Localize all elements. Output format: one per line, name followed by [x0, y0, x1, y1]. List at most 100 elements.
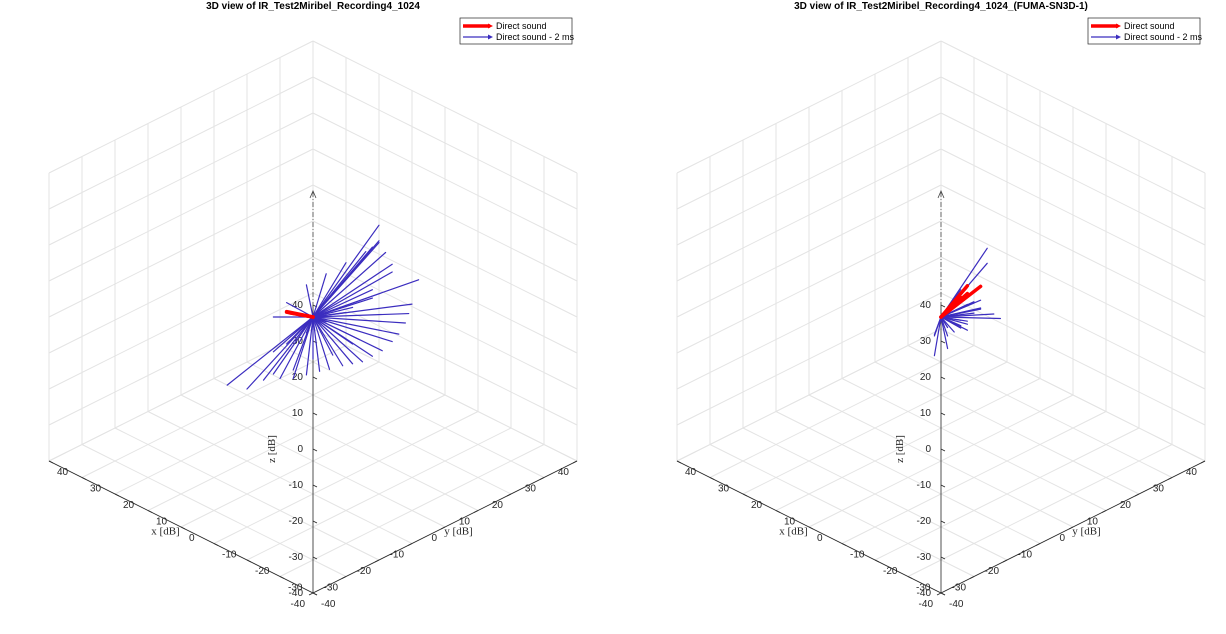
y-tick-label: 30 — [525, 484, 537, 495]
direct-sound-2ms-vector — [312, 279, 420, 318]
direct-sound-2ms-vector — [312, 316, 344, 367]
series-direct-sound — [939, 284, 983, 319]
y-tick-mark — [1167, 477, 1173, 480]
y-tick-mark — [936, 592, 942, 596]
chart-3d-right: -40-40 -40-30-30-30-20-20-20-10-10-100001… — [676, 1, 1206, 610]
direct-sound-2ms-vector — [940, 316, 949, 350]
z-tick-mark — [312, 556, 318, 560]
x-tick-label: 0 — [817, 533, 823, 544]
x-tick-mark — [841, 543, 847, 546]
grid-line — [940, 328, 1206, 462]
z-tick-label: -10 — [289, 480, 304, 491]
legend-label: Direct sound — [496, 21, 547, 31]
direct-sound-2ms-vector — [312, 263, 393, 318]
z-tick-label: -20 — [917, 516, 932, 527]
direct-sound-2ms-vector — [312, 271, 393, 318]
grid-line — [213, 378, 479, 511]
legend-arrowhead — [488, 23, 493, 29]
x-tick-mark — [676, 460, 682, 464]
y-tick-label: -10 — [1018, 550, 1033, 561]
x-tick-mark — [180, 526, 186, 530]
reference-arrow-head — [309, 189, 317, 199]
z-tick-mark — [940, 412, 946, 416]
grid-line — [709, 345, 975, 478]
legend-arrowhead — [488, 34, 493, 40]
z-tick-label: -30 — [289, 552, 304, 563]
direct-sound-2ms-vector — [312, 316, 334, 356]
chart-3d-left: -40-40 -40-30-30-30-20-20-20-10-10-100001… — [48, 1, 578, 610]
z-tick-label: -30 — [917, 552, 932, 563]
direct-sound-2ms-vector — [312, 316, 354, 365]
x-tick-label: -30 — [288, 583, 303, 594]
direct-sound-2ms-vector — [246, 316, 314, 390]
legend-label: Direct sound - 2 ms — [1124, 32, 1203, 42]
x-tick-label: -40 — [321, 599, 336, 610]
z-tick-label: 30 — [292, 336, 304, 347]
y-axis-label: y [dB] — [444, 525, 472, 537]
legend-box — [1087, 17, 1201, 45]
direct-sound-2ms-vector — [305, 316, 314, 376]
grid-line — [246, 361, 512, 495]
z-tick-label: 20 — [292, 372, 304, 383]
y-tick-mark — [473, 510, 479, 513]
direct-sound-2ms-vector — [933, 316, 942, 357]
grid-line — [907, 345, 1173, 478]
direct-sound-2ms-vector — [312, 316, 331, 370]
direct-sound-2ms-vector — [940, 316, 949, 329]
grid-line — [841, 378, 1107, 511]
direct-sound-vector — [939, 284, 970, 319]
grid-line — [279, 345, 545, 478]
y-tick-label: 20 — [492, 500, 504, 511]
x-axis-label: x [dB] — [779, 525, 807, 537]
x-tick-mark — [808, 526, 814, 530]
grid-line — [676, 148, 942, 282]
grid-line — [147, 378, 413, 511]
z-tick-label: 20 — [920, 372, 932, 383]
direct-sound-2ms-vector — [312, 316, 393, 343]
x-tick-mark — [48, 460, 54, 464]
z-tick-label: 30 — [920, 336, 932, 347]
grid-line — [676, 76, 942, 210]
direct-sound-2ms-vector — [312, 251, 387, 318]
grid-line — [312, 76, 578, 210]
direct-sound-2ms-vector — [312, 316, 364, 363]
y-tick-mark — [1002, 559, 1008, 563]
direct-sound-2ms-vector — [312, 312, 410, 318]
x-tick-mark — [312, 592, 318, 596]
y-tick-mark — [374, 559, 380, 563]
grid-line — [312, 40, 578, 174]
grid-line — [742, 361, 1008, 495]
direct-sound-2ms-vector — [312, 311, 347, 318]
grid-line — [940, 112, 1206, 246]
x-tick-mark — [81, 477, 87, 480]
x-tick-mark — [907, 576, 913, 579]
y-tick-label: 40 — [1186, 467, 1198, 478]
x-tick-label: -40 — [949, 599, 964, 610]
z-tick-mark — [940, 304, 946, 308]
direct-sound-2ms-vector — [312, 316, 406, 324]
x-tick-mark — [874, 559, 880, 563]
legend-arrowhead — [1116, 34, 1121, 40]
direct-sound-2ms-vector — [312, 240, 380, 318]
y-tick-mark — [407, 543, 413, 546]
grid-line — [48, 76, 314, 210]
legend-label: Direct sound — [1124, 21, 1175, 31]
y-tick-mark — [1200, 460, 1206, 464]
direct-sound-2ms-vector — [312, 224, 380, 318]
z-tick-mark — [312, 376, 318, 380]
x-tick-mark — [775, 510, 781, 513]
x-tick-label: -20 — [883, 566, 898, 577]
grid-line — [114, 361, 380, 495]
y-tick-label: -20 — [985, 566, 1000, 577]
y-tick-label: 10 — [459, 517, 471, 528]
z-axis-label: z [dB] — [894, 435, 906, 463]
x-tick-label: -10 — [222, 550, 237, 561]
y-tick-label: -30 — [324, 583, 339, 594]
y-tick-mark — [572, 460, 578, 464]
z-tick-mark — [312, 520, 318, 524]
x-tick-mark — [709, 477, 715, 480]
z-axis-label: z [dB] — [266, 435, 278, 463]
z-tick-mark — [940, 484, 946, 488]
